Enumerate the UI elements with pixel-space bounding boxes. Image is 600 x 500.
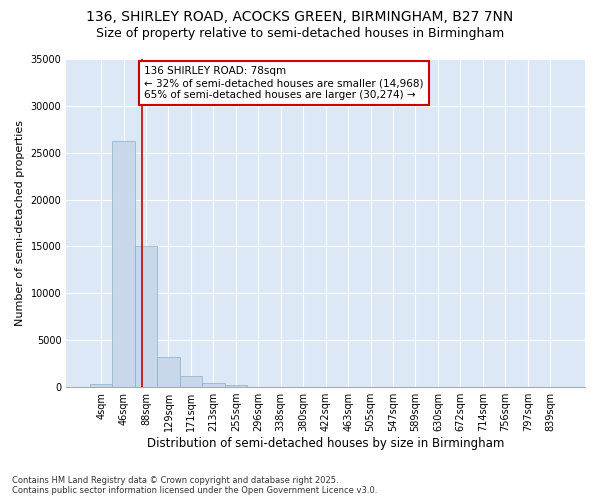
Text: 136 SHIRLEY ROAD: 78sqm
← 32% of semi-detached houses are smaller (14,968)
65% o: 136 SHIRLEY ROAD: 78sqm ← 32% of semi-de… [144,66,424,100]
X-axis label: Distribution of semi-detached houses by size in Birmingham: Distribution of semi-detached houses by … [147,437,505,450]
Text: Size of property relative to semi-detached houses in Birmingham: Size of property relative to semi-detach… [96,28,504,40]
Text: Contains HM Land Registry data © Crown copyright and database right 2025.
Contai: Contains HM Land Registry data © Crown c… [12,476,377,495]
Bar [135,246,157,387]
Bar [112,142,135,387]
Bar [179,376,202,387]
Bar [90,384,112,387]
Text: 136, SHIRLEY ROAD, ACOCKS GREEN, BIRMINGHAM, B27 7NN: 136, SHIRLEY ROAD, ACOCKS GREEN, BIRMING… [86,10,514,24]
Bar [157,357,179,387]
Bar [202,383,224,387]
Bar [224,384,247,387]
Y-axis label: Number of semi-detached properties: Number of semi-detached properties [15,120,25,326]
